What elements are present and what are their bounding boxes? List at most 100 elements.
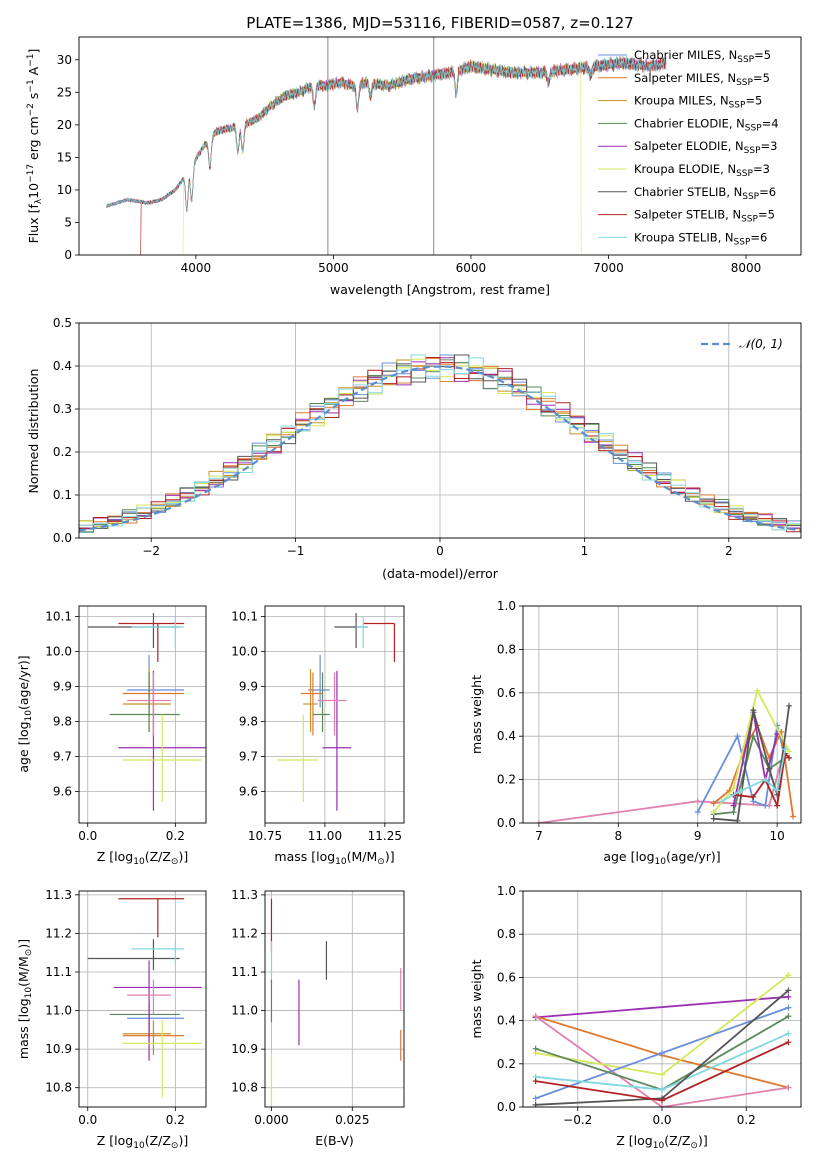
tick-label-x: 7 bbox=[535, 829, 543, 843]
histogram-step bbox=[79, 354, 801, 531]
label-part: 10 bbox=[653, 1141, 665, 1151]
weight-marker bbox=[730, 785, 737, 792]
label-part: λ bbox=[34, 198, 44, 204]
label-part: SSP bbox=[734, 237, 751, 247]
label-part: =5 bbox=[758, 208, 775, 222]
tick-label-x: 0.2 bbox=[166, 1113, 185, 1127]
weight-marker bbox=[750, 733, 757, 740]
label-part: Z [log bbox=[616, 1133, 652, 1148]
y-axis-label: Normed distribution bbox=[26, 369, 41, 494]
label-part: SSP bbox=[729, 101, 746, 111]
label-part: 10 bbox=[655, 857, 667, 867]
label-part: ⊙ bbox=[171, 1141, 179, 1151]
spectrum-line bbox=[106, 57, 667, 255]
x-axis-label: Z [log10(Z/Z⊙)] bbox=[97, 1133, 188, 1151]
tick-label-y: 0.4 bbox=[53, 359, 72, 373]
tick-label-y: 1.0 bbox=[497, 884, 516, 898]
axes-frame bbox=[522, 605, 802, 824]
weight-marker bbox=[785, 972, 792, 979]
label-part: )] bbox=[16, 939, 31, 949]
tick-label-y: 9.7 bbox=[53, 750, 72, 764]
label-part: age [log bbox=[603, 849, 654, 864]
plot-area bbox=[276, 613, 396, 811]
weight-marker bbox=[785, 1039, 792, 1046]
tick-label-y: 0.0 bbox=[497, 1100, 516, 1114]
tick-label-y: 9.7 bbox=[239, 750, 258, 764]
y-axis-label: mass [log10(M/M⊙)] bbox=[16, 939, 34, 1059]
weight-marker bbox=[659, 1050, 665, 1056]
weight-marker bbox=[730, 802, 737, 809]
tick-label-y: 9.9 bbox=[53, 680, 72, 694]
tick-label-y: 11.2 bbox=[231, 926, 258, 940]
tick-label-y: 0.4 bbox=[497, 729, 516, 743]
weight-marker bbox=[762, 802, 769, 809]
label-part: Chabrier ELODIE, N bbox=[634, 116, 745, 130]
tick-label-y: 10 bbox=[57, 183, 72, 197]
label-part: age [log bbox=[16, 721, 31, 772]
x-axis-label: E(B-V) bbox=[315, 1133, 354, 1148]
tick-label-y: 11.2 bbox=[45, 926, 72, 940]
x-axis-label: mass [log10(M/M⊙)] bbox=[274, 849, 394, 867]
weight-marker bbox=[774, 787, 781, 794]
weight-marker bbox=[785, 1004, 792, 1011]
tick-label-y: 15 bbox=[57, 150, 72, 164]
label-part: erg cm bbox=[26, 116, 41, 164]
tick-label-y: 0.6 bbox=[497, 970, 516, 984]
label-part: Flux [f bbox=[26, 204, 41, 244]
weight-marker bbox=[774, 802, 781, 809]
label-part: (Z/Z bbox=[664, 1133, 690, 1148]
tick-label-x: 4000 bbox=[181, 261, 212, 275]
label-part: SSP bbox=[744, 146, 761, 156]
x-axis-label: Z [log10(Z/Z⊙)] bbox=[616, 1133, 707, 1151]
label-part: Salpeter STELIB, N bbox=[634, 208, 741, 222]
x-axis-label: Z [log10(Z/Z⊙)] bbox=[97, 849, 188, 867]
axes-frame bbox=[78, 605, 207, 824]
label-part: Kroupa STELIB, N bbox=[634, 230, 734, 244]
tick-label-y: 0.6 bbox=[497, 686, 516, 700]
label-part: Z [log bbox=[97, 1133, 133, 1148]
tick-label-y: 9.6 bbox=[53, 785, 72, 799]
weight-line bbox=[535, 1015, 789, 1107]
label-part: A bbox=[26, 66, 41, 79]
tick-label-x: 11.25 bbox=[368, 829, 402, 843]
y-axis-label: Flux [fλ10−17 erg cm−2 s−1 A−1] bbox=[26, 49, 44, 244]
tick-label-y: 11.1 bbox=[45, 965, 72, 979]
legend-label: 𝒩(0, 1) bbox=[739, 337, 783, 351]
tick-label-y: 25 bbox=[57, 85, 72, 99]
y-axis-label: mass weight bbox=[469, 675, 484, 754]
label-part: SSP bbox=[745, 123, 762, 133]
label-part: SSP bbox=[736, 78, 753, 88]
axes-frame bbox=[264, 890, 405, 1108]
tick-label-y: 10.0 bbox=[45, 645, 72, 659]
weight-marker bbox=[790, 813, 797, 820]
plot-area bbox=[270, 898, 402, 1107]
tick-label-x: 6000 bbox=[456, 261, 487, 275]
tick-label-y: 0.3 bbox=[53, 402, 72, 416]
tick-label-y: 10.9 bbox=[45, 1042, 72, 1056]
tick-label-y: 10.8 bbox=[45, 1081, 72, 1095]
label-part: Salpeter ELODIE, N bbox=[634, 139, 744, 153]
tick-label-x: 0.025 bbox=[335, 1113, 369, 1127]
label-part: )] bbox=[178, 849, 188, 864]
axes-frame bbox=[78, 890, 207, 1108]
weight-marker bbox=[694, 809, 701, 816]
axes-frame bbox=[264, 605, 405, 824]
tick-label-y: 0.0 bbox=[53, 531, 72, 545]
age-vs-metallicity-panel: 0.0 0.29.69.79.89.910.010.1Z [log10(Z/Z⊙)… bbox=[16, 605, 207, 867]
weight-marker bbox=[710, 809, 717, 816]
weight-marker bbox=[786, 748, 793, 755]
tick-label-y: 9.8 bbox=[53, 715, 72, 729]
weight-marker bbox=[762, 776, 769, 783]
weight-marker bbox=[785, 993, 792, 1000]
tick-label-y: 0.2 bbox=[497, 773, 516, 787]
weight-marker bbox=[532, 1095, 539, 1102]
plot-area bbox=[87, 898, 202, 1098]
label-part: ⊙ bbox=[171, 857, 179, 867]
tick-label-y: 9.8 bbox=[239, 715, 258, 729]
weight-marker bbox=[535, 820, 542, 823]
weight-marker bbox=[694, 798, 701, 805]
tick-label-y: 10.9 bbox=[231, 1042, 258, 1056]
label-part: Chabrier STELIB, N bbox=[634, 185, 742, 199]
weight-marker bbox=[750, 707, 757, 714]
